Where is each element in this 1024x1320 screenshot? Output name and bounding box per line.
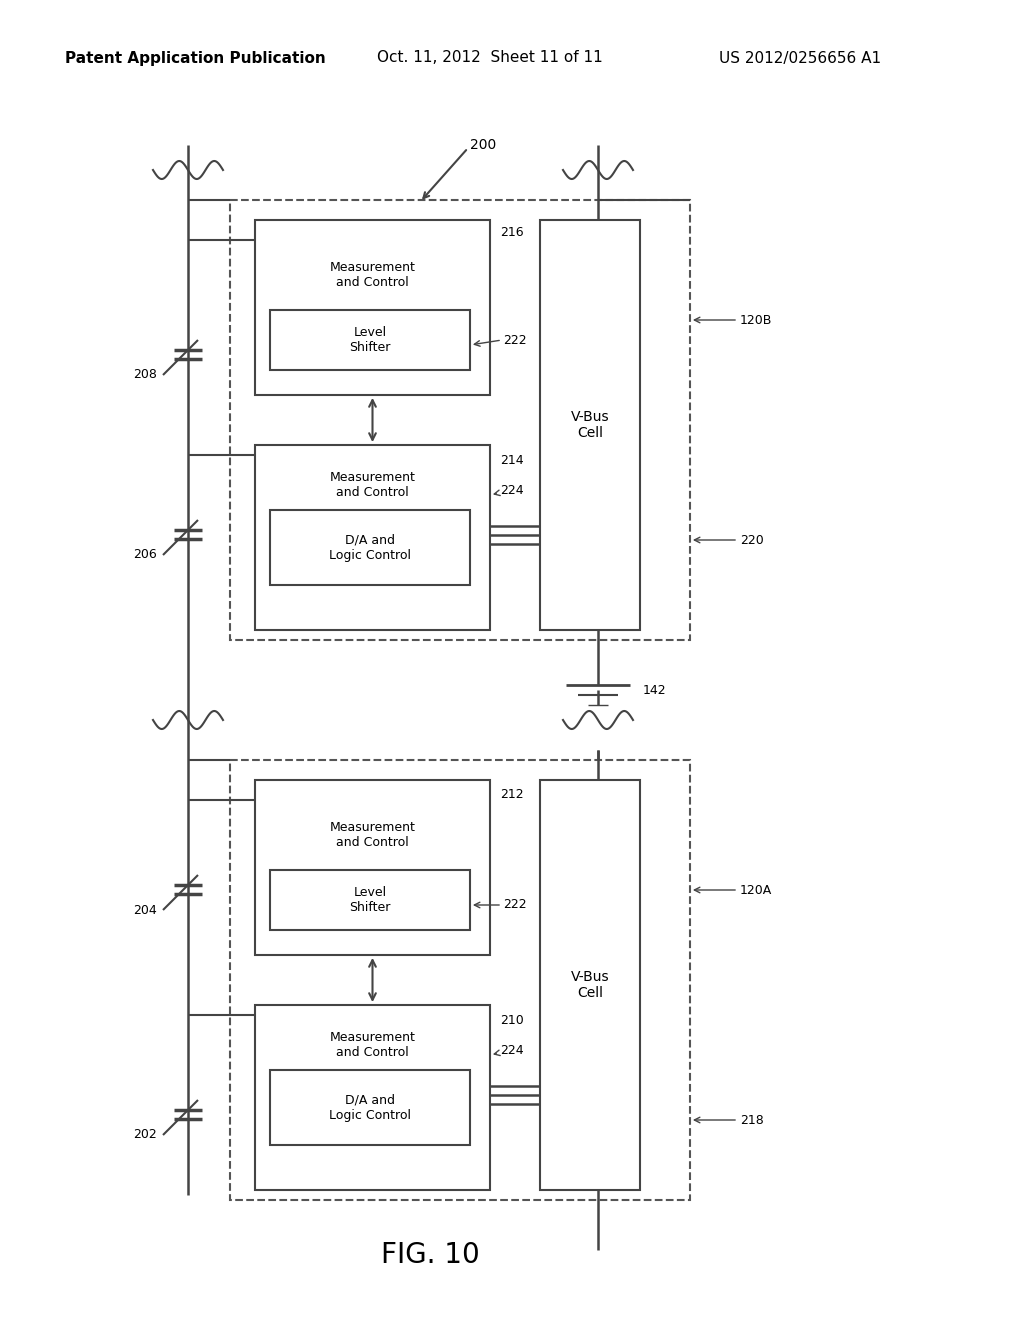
Text: 214: 214 [500,454,523,466]
Text: 202: 202 [133,1129,157,1142]
Bar [270,870,470,931]
Bar [255,780,490,954]
Text: 218: 218 [740,1114,764,1126]
Text: Patent Application Publication: Patent Application Publication [65,50,326,66]
Text: 224: 224 [500,483,523,496]
Bar [270,1071,470,1144]
Text: 212: 212 [500,788,523,801]
Text: V-Bus
Cell: V-Bus Cell [570,970,609,1001]
Text: 222: 222 [503,899,526,912]
Bar [230,201,690,640]
Text: 224: 224 [500,1044,523,1056]
Text: US 2012/0256656 A1: US 2012/0256656 A1 [719,50,881,66]
Text: Oct. 11, 2012  Sheet 11 of 11: Oct. 11, 2012 Sheet 11 of 11 [377,50,603,66]
Text: 120B: 120B [740,314,772,326]
Text: 206: 206 [133,549,157,561]
Text: Measurement
and Control: Measurement and Control [330,1031,416,1059]
Text: 220: 220 [740,533,764,546]
Text: 210: 210 [500,1014,523,1027]
Text: Measurement
and Control: Measurement and Control [330,471,416,499]
Text: FIG. 10: FIG. 10 [381,1241,479,1269]
Text: 204: 204 [133,903,157,916]
Text: D/A and
Logic Control: D/A and Logic Control [329,1093,411,1122]
Text: Measurement
and Control: Measurement and Control [330,261,416,289]
Text: 142: 142 [643,684,667,697]
Text: 120A: 120A [740,883,772,896]
Bar [255,220,490,395]
Bar [230,760,690,1200]
Text: Level
Shifter: Level Shifter [349,326,391,354]
Text: Measurement
and Control: Measurement and Control [330,821,416,849]
Text: V-Bus
Cell: V-Bus Cell [570,411,609,440]
Bar [255,445,490,630]
Text: Level
Shifter: Level Shifter [349,886,391,913]
Bar [270,310,470,370]
Bar [540,780,640,1191]
Text: 200: 200 [470,139,497,152]
Text: 216: 216 [500,227,523,239]
Bar [270,510,470,585]
Text: 208: 208 [133,368,157,381]
Text: 222: 222 [503,334,526,346]
Bar [255,1005,490,1191]
Text: D/A and
Logic Control: D/A and Logic Control [329,533,411,561]
Bar [540,220,640,630]
